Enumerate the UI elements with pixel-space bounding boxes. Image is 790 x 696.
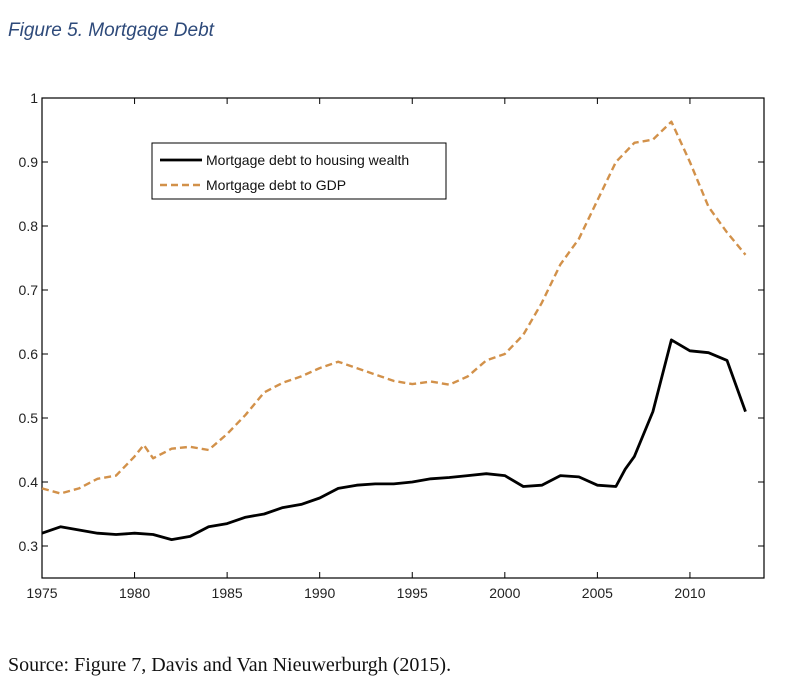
y-tick-label: 0.4: [19, 474, 39, 490]
legend-label-gdp: Mortgage debt to GDP: [206, 177, 346, 193]
figure-title: Figure 5. Mortgage Debt: [8, 20, 214, 41]
legend: Mortgage debt to housing wealth Mortgage…: [151, 142, 447, 200]
y-tick-label: 0.3: [19, 538, 39, 554]
y-tick-label: 0.8: [19, 218, 39, 234]
line-chart: 1975 1980 1985 1990 1995 2000 2005 2010 0.3 0.4 0.…: [19, 90, 765, 601]
x-tick-label: 1985: [212, 585, 243, 601]
x-tick-label: 1990: [304, 585, 335, 601]
y-tick-label: 1: [30, 90, 38, 106]
legend-box: [151, 142, 447, 200]
y-tick-label: 0.9: [19, 154, 39, 170]
legend-label-housing-wealth: Mortgage debt to housing wealth: [206, 152, 409, 168]
series-line-gdp: [41, 120, 747, 495]
series-line-housing-wealth: [41, 338, 747, 541]
x-tick-label: 1975: [26, 585, 57, 601]
x-tick-label: 2000: [489, 585, 520, 601]
series-lines: [41, 120, 747, 541]
y-tick-label: 0.5: [19, 410, 39, 426]
y-tick-label: 0.7: [19, 282, 39, 298]
axis-ticks: 1975 1980 1985 1990 1995 2000 2005 2010 0.3 0.4 0.…: [19, 90, 764, 601]
x-tick-label: 1995: [397, 585, 428, 601]
source-note: Source: Figure 7, Davis and Van Nieuwerb…: [8, 654, 452, 676]
x-tick-label: 2010: [674, 585, 705, 601]
y-tick-label: 0.6: [19, 346, 39, 362]
x-tick-label: 1980: [119, 585, 150, 601]
x-tick-label: 2005: [582, 585, 613, 601]
